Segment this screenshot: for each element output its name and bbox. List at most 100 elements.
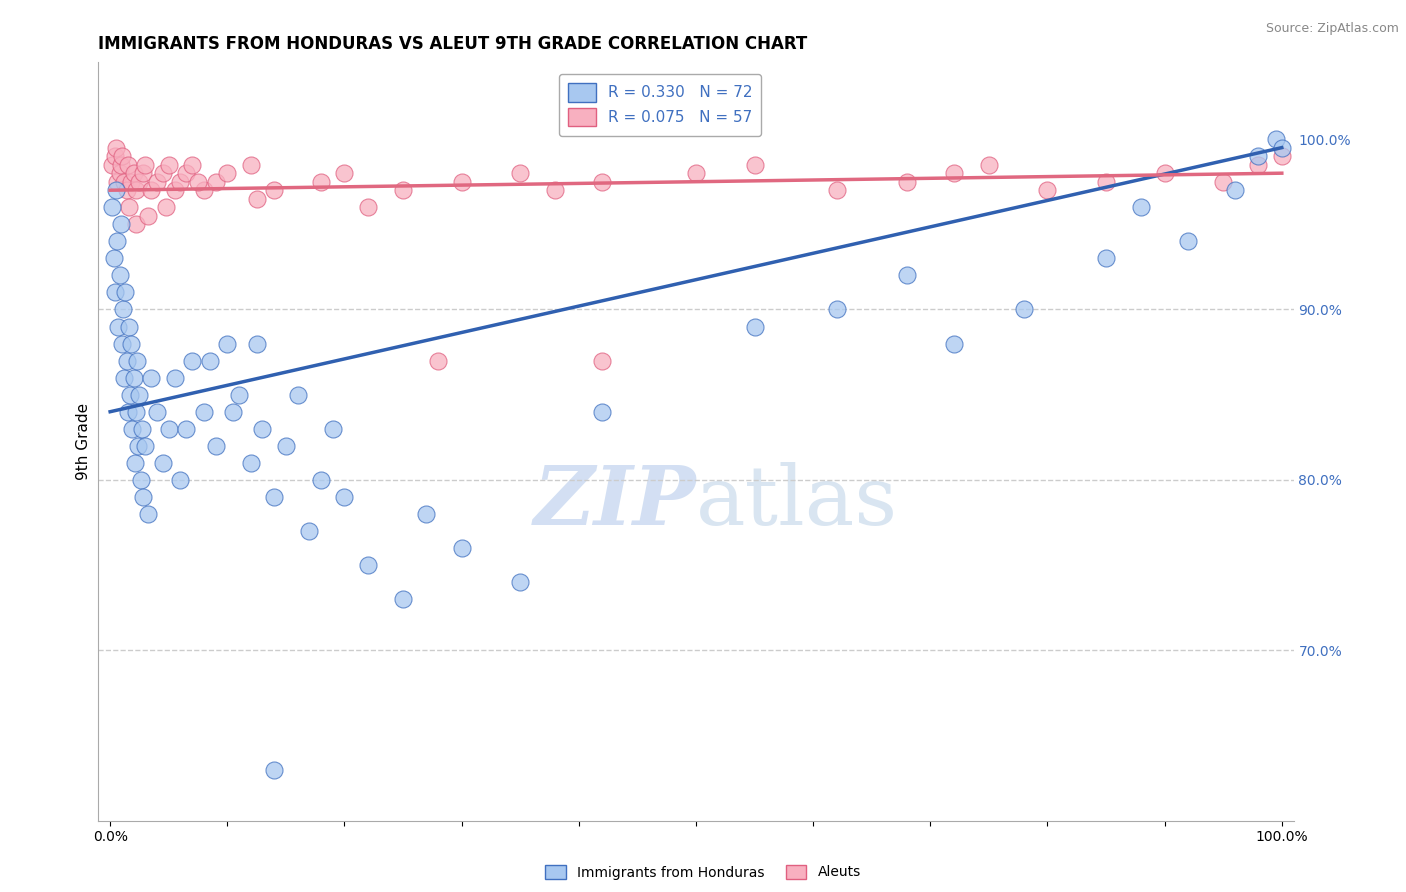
Point xyxy=(239,158,262,172)
Point xyxy=(509,575,531,590)
Point xyxy=(120,387,141,401)
Point xyxy=(115,353,138,368)
Point xyxy=(333,166,356,180)
Point xyxy=(157,158,180,172)
Point xyxy=(246,336,269,351)
Point xyxy=(117,405,139,419)
Point xyxy=(101,200,124,214)
Point xyxy=(115,183,138,197)
Point xyxy=(169,175,191,189)
Point xyxy=(152,456,174,470)
Point xyxy=(204,439,226,453)
Point xyxy=(263,490,285,504)
Legend: R = 0.330   N = 72, R = 0.075   N = 57: R = 0.330 N = 72, R = 0.075 N = 57 xyxy=(558,74,762,136)
Point xyxy=(198,353,221,368)
Point xyxy=(217,336,239,351)
Point xyxy=(187,175,209,189)
Legend: Immigrants from Honduras, Aleuts: Immigrants from Honduras, Aleuts xyxy=(540,859,866,885)
Point xyxy=(110,158,132,172)
Point xyxy=(181,353,204,368)
Point xyxy=(105,235,128,249)
Point xyxy=(120,175,142,189)
Point xyxy=(114,285,136,300)
Point xyxy=(450,541,472,555)
Point xyxy=(128,175,150,189)
Point xyxy=(122,370,145,384)
Point xyxy=(105,183,128,197)
Point xyxy=(591,405,613,419)
Point xyxy=(744,319,766,334)
Point xyxy=(117,158,139,172)
Point xyxy=(591,175,613,189)
Point xyxy=(141,183,163,197)
Point xyxy=(287,387,309,401)
Point xyxy=(1212,175,1234,189)
Point xyxy=(146,175,169,189)
Point xyxy=(685,166,707,180)
Point xyxy=(124,456,146,470)
Point xyxy=(1095,175,1118,189)
Point xyxy=(111,149,134,163)
Point xyxy=(104,285,127,300)
Point xyxy=(125,217,148,231)
Point xyxy=(118,319,141,334)
Point xyxy=(1247,158,1270,172)
Point xyxy=(129,473,152,487)
Point xyxy=(118,200,141,214)
Point xyxy=(357,558,380,572)
Point xyxy=(125,405,148,419)
Point xyxy=(1153,166,1175,180)
Point xyxy=(896,268,918,283)
Point xyxy=(134,158,156,172)
Point xyxy=(309,175,332,189)
Point xyxy=(222,405,245,419)
Point xyxy=(1265,132,1288,146)
Point xyxy=(127,439,149,453)
Y-axis label: 9th Grade: 9th Grade xyxy=(76,403,91,480)
Point xyxy=(141,370,163,384)
Point xyxy=(252,422,274,436)
Point xyxy=(107,319,129,334)
Point xyxy=(146,405,169,419)
Point xyxy=(392,183,415,197)
Point xyxy=(942,166,965,180)
Point xyxy=(174,166,197,180)
Text: Source: ZipAtlas.com: Source: ZipAtlas.com xyxy=(1265,22,1399,36)
Point xyxy=(896,175,918,189)
Point xyxy=(132,490,155,504)
Point xyxy=(120,336,142,351)
Point xyxy=(591,353,613,368)
Point xyxy=(193,183,215,197)
Point xyxy=(263,763,285,777)
Point xyxy=(1271,141,1294,155)
Point xyxy=(104,149,127,163)
Point xyxy=(125,183,148,197)
Point xyxy=(825,302,848,317)
Point xyxy=(174,422,197,436)
Point xyxy=(357,200,380,214)
Point xyxy=(132,166,155,180)
Point xyxy=(509,166,531,180)
Point xyxy=(112,175,135,189)
Point xyxy=(204,175,226,189)
Text: atlas: atlas xyxy=(696,462,898,542)
Point xyxy=(1036,183,1059,197)
Point xyxy=(110,217,132,231)
Point xyxy=(274,439,297,453)
Point xyxy=(101,158,124,172)
Point xyxy=(263,183,285,197)
Point xyxy=(112,302,135,317)
Point xyxy=(322,422,344,436)
Point xyxy=(298,524,321,538)
Text: ZIP: ZIP xyxy=(533,462,696,542)
Point xyxy=(122,166,145,180)
Point xyxy=(105,175,128,189)
Point xyxy=(193,405,215,419)
Point xyxy=(112,370,135,384)
Point xyxy=(1271,149,1294,163)
Point xyxy=(333,490,356,504)
Point xyxy=(239,456,262,470)
Point xyxy=(134,439,156,453)
Point xyxy=(128,387,150,401)
Point xyxy=(103,252,125,266)
